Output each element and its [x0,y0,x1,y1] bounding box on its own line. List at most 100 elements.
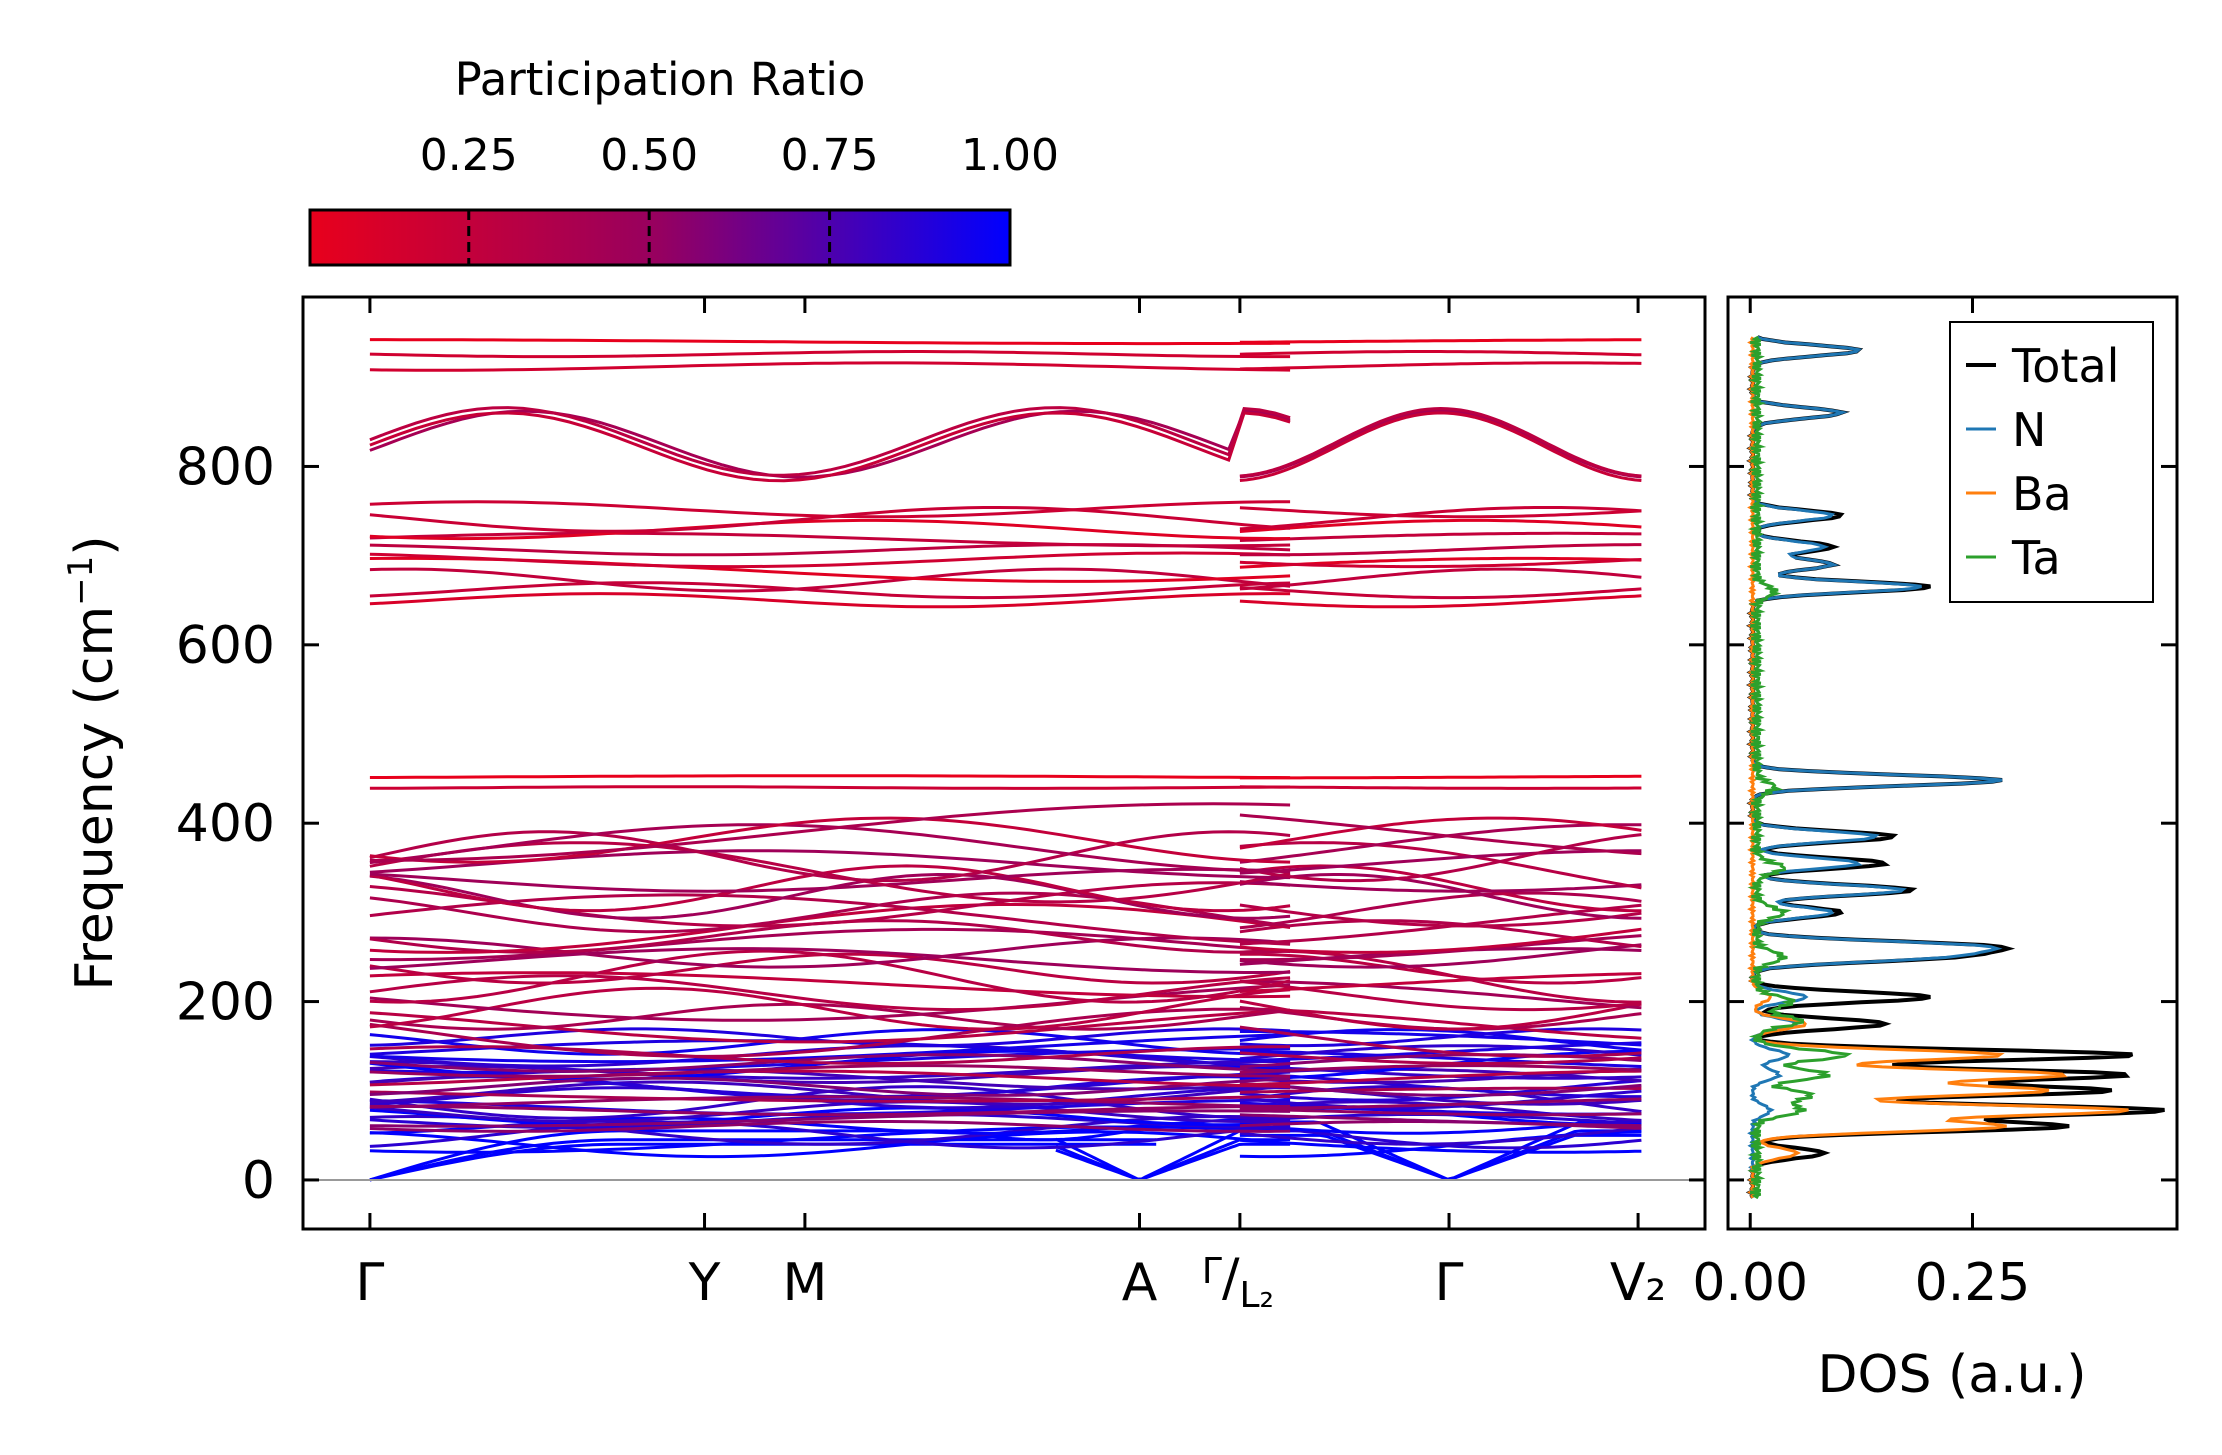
y-tick-label: 800 [176,437,275,497]
band-line [1239,409,1642,479]
band-line [369,785,1291,790]
band-line [1239,952,1642,985]
band-line [369,947,1291,974]
dos-frame [1726,295,2179,1231]
band-line [1239,338,1642,344]
band-line [369,531,1291,548]
band-line [369,1069,1291,1088]
legend-label: Ta [2011,531,2061,585]
band-line [1239,518,1642,533]
band-line [369,919,1291,954]
band-line [1239,999,1642,1031]
band-line [369,500,1291,519]
band-line [369,903,1291,954]
band-line [369,802,1291,862]
legend: Total N Ba Ta [1949,321,2154,603]
band-line [1239,406,1642,478]
band-line [1239,774,1642,780]
band-line [369,927,1291,962]
band-line [1239,558,1642,569]
band-line [1239,891,1642,930]
band-line [1239,979,1642,1010]
band-line [1239,979,1642,1012]
band-line [1239,816,1642,850]
y-axis-label: Frequency (cm−1) [61,535,125,990]
band-line [1239,927,1642,954]
band-line [369,406,1291,477]
dos-axes: 0.00 0.25 [1692,297,2177,1313]
colorbar: Participation Ratio 0.25 0.50 0.75 1.00 [308,53,1059,267]
band-line [369,1045,1291,1065]
band-line [369,1076,1291,1097]
colorbar-tick-label: 0.50 [600,130,698,181]
band-line [1239,1086,1642,1094]
y-tick-label: 0 [242,1151,275,1211]
boundary-label-slash: / [1222,1248,1240,1308]
band-line [369,350,1291,359]
colorbar-tick-label: 0.75 [781,130,879,181]
band-line [1239,506,1642,519]
dos-line-ba [1746,336,2129,1199]
band-line [369,1095,1291,1109]
band-line [1239,1007,1642,1040]
boundary-label-right: L₂ [1239,1275,1274,1316]
band-line [369,361,1291,372]
band-line [1239,1081,1642,1097]
band-line [1239,1097,1642,1110]
band-line [369,864,1291,913]
band-line [1239,785,1642,790]
legend-box [1949,321,2154,603]
band-line [1239,934,1642,962]
legend-label: Total [2011,339,2119,393]
band-line [369,409,1291,479]
band-line [1239,594,1642,609]
band-line [369,1028,1291,1056]
band-line [1239,361,1642,371]
band-line [1239,585,1642,600]
band-line [369,1109,1291,1128]
band-line [369,567,1291,593]
band-line [1239,1051,1642,1065]
dos-lines [1745,335,2165,1200]
band-line [1239,1030,1642,1047]
band-line [369,893,1291,946]
x-tick-label: V₂ [1610,1253,1666,1313]
band-line [369,1053,1291,1073]
band-line [369,823,1291,874]
band-line [1239,873,1642,920]
x-tick-label: Γ [355,1253,384,1313]
band-line [369,1104,1291,1117]
band-line [1239,833,1642,883]
boundary-label-left: Γ [1202,1251,1222,1292]
band-line [369,1100,1291,1123]
dos-x-axis-label: DOS (a.u.) [1818,1345,2087,1405]
band-line [1239,1138,1642,1154]
band-line [369,1120,1291,1133]
band-line [1239,1069,1642,1087]
y-tick-label: 200 [176,973,275,1033]
colorbar-bar [308,208,1012,267]
colorbar-tick-label: 0.25 [420,130,518,181]
band-line [369,518,1291,541]
x-tick-label: A [1122,1253,1158,1313]
band-line [1239,1044,1642,1061]
band-line [1239,531,1642,542]
band-line [1239,506,1642,531]
band-line [369,1090,1291,1103]
band-line [369,581,1291,600]
band-line [369,1106,1291,1127]
y-tick-label: 600 [176,616,275,676]
band-line [1239,567,1642,591]
x-tick-label: Γ [1435,1253,1464,1313]
band-line [369,971,1291,999]
band-line [1239,411,1642,482]
band-line [369,774,1291,780]
y-axis-label-end: ) [65,535,125,555]
y-axis-label-sup: −1 [61,556,101,606]
band-line [1239,1025,1642,1058]
band-line [369,830,1291,883]
x-tick-label: M [782,1253,827,1313]
band-line [1239,1126,1642,1146]
